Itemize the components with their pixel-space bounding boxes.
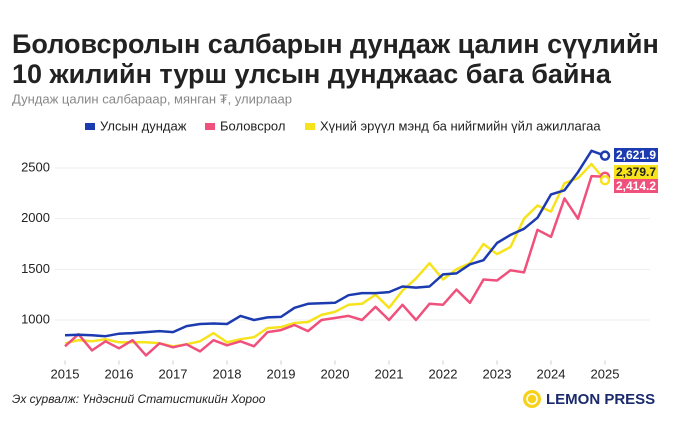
legend-swatch <box>85 123 95 130</box>
x-tick-label: 2017 <box>159 366 188 381</box>
legend-swatch <box>305 123 315 130</box>
logo-icon <box>523 390 541 408</box>
line-series <box>64 174 606 357</box>
source: Эх сурвалж: Үндэсний Статистикийн Хороо <box>12 392 266 406</box>
x-tick-label: 2022 <box>429 366 458 381</box>
title-line: 10 жилийн турш улсын дунджаас бага байна <box>12 59 612 89</box>
legend-label: Боловсрол <box>220 118 285 133</box>
x-tick-label: 2021 <box>375 366 404 381</box>
logo-icon-inner <box>526 393 538 405</box>
x-tick-label: 2024 <box>537 366 566 381</box>
end-label-box <box>614 148 658 162</box>
chart-title: Боловсролын салбарын дундаж цалин сүүлий… <box>12 29 659 89</box>
x-tick-label: 2019 <box>267 366 296 381</box>
legend-label: Хүний эрүүл мэнд ба нийгмийн үйл ажиллаг… <box>320 118 601 133</box>
x-tick-label: 2015 <box>51 366 80 381</box>
x-tick-label: 2018 <box>213 366 242 381</box>
x-tick-label: 2016 <box>105 366 134 381</box>
legend-swatch <box>205 123 215 130</box>
x-tick-label: 2025 <box>591 366 620 381</box>
legend-label: Улсын дундаж <box>100 118 187 133</box>
brand-logo <box>523 390 541 408</box>
y-tick-label: 2000 <box>21 210 50 225</box>
end-point <box>599 150 611 161</box>
end-label: 2,414.2 <box>616 179 656 193</box>
end-label: 2,621.9 <box>616 148 656 162</box>
end-label: 2,379.7 <box>616 165 656 179</box>
y-tick-label: 1500 <box>21 261 50 276</box>
x-tick-label: 2023 <box>483 366 512 381</box>
line-series <box>64 162 606 348</box>
y-tick-label: 2500 <box>21 159 50 174</box>
x-tick-label: 2020 <box>321 366 350 381</box>
title-line: Боловсролын салбарын дундаж цалин сүүлий… <box>12 29 659 59</box>
y-tick-label: 1000 <box>21 311 50 326</box>
line-series <box>64 149 606 338</box>
end-label-box <box>614 165 658 179</box>
end-label-box <box>614 179 658 193</box>
brand: LEMON PRESS <box>546 391 655 408</box>
chart-subtitle: Дундаж цалин салбараар, мянган ₮, улирла… <box>12 91 292 106</box>
end-point <box>599 174 611 186</box>
